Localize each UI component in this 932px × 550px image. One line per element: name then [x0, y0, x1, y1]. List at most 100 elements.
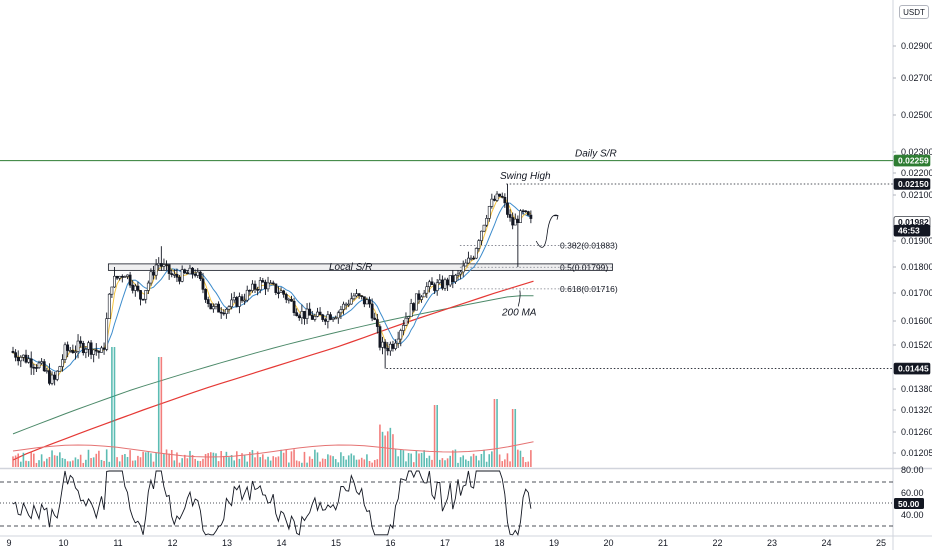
candle-body: [336, 312, 340, 319]
volume-bar: [77, 459, 79, 467]
candle-body: [185, 272, 189, 275]
volume-bar: [498, 454, 501, 467]
candle-body: [154, 264, 158, 276]
volume-bar: [269, 460, 272, 467]
candle-body: [305, 308, 309, 319]
volume-bar: [150, 453, 152, 467]
candle-body: [40, 361, 44, 364]
volume-bar: [53, 455, 56, 467]
candle-body: [45, 370, 49, 372]
currency-label[interactable]: USDT: [899, 5, 929, 19]
volume-bar: [506, 453, 509, 467]
time-tick-label: 21: [658, 538, 668, 548]
candle-body: [394, 342, 397, 349]
candle-body: [175, 274, 179, 278]
volume-bar: [314, 449, 316, 467]
volume-bar: [472, 453, 475, 467]
candle-body: [102, 347, 106, 350]
volume-bar: [43, 461, 46, 467]
candle-body: [48, 370, 51, 384]
volume-bar: [282, 452, 285, 467]
candle-body: [191, 267, 194, 275]
candle-body: [440, 279, 444, 289]
volume-bar: [459, 457, 462, 467]
volume-bar: [259, 457, 262, 467]
volume-bar: [519, 450, 522, 467]
volume-bar: [173, 460, 176, 467]
time-tick-label: 18: [494, 538, 504, 548]
volume-bar: [137, 455, 139, 467]
volume-bar: [483, 449, 485, 467]
candle-body: [487, 206, 491, 219]
volume-bar: [178, 462, 181, 467]
candle-body: [407, 316, 410, 319]
time-tick-label: 9: [6, 538, 11, 548]
volume-bar: [522, 456, 524, 467]
candle-body: [378, 326, 382, 348]
price-tick-label: 0.01380: [901, 384, 932, 394]
volume-bar: [129, 450, 131, 467]
candle-body: [506, 202, 509, 215]
candle-body: [459, 271, 463, 275]
candle-body: [529, 214, 533, 219]
volume-bar: [155, 452, 157, 467]
volume-bar: [157, 357, 160, 467]
volume-bar: [152, 461, 155, 467]
candle-body: [456, 273, 460, 276]
price-tick-label: 0.01700: [901, 288, 932, 298]
volume-bar: [275, 457, 277, 467]
volume-bar: [480, 453, 483, 467]
rsi-tick-label: 40.00: [901, 510, 924, 520]
candle-body: [370, 303, 374, 319]
price-badge: [893, 154, 931, 167]
candle-body: [412, 303, 416, 311]
rsi-tick-label: 80.00: [901, 465, 924, 475]
candle-body: [524, 210, 528, 213]
volume-bar: [144, 452, 147, 467]
daily-sr-label: Daily S/R: [575, 149, 617, 160]
volume-bar: [249, 452, 251, 467]
candle-body: [224, 308, 228, 315]
volume-bar: [360, 457, 363, 467]
volume-bar: [272, 456, 275, 467]
volume-bar: [100, 459, 103, 467]
candle-body: [27, 358, 31, 363]
volume-bar: [381, 431, 384, 467]
candle-body: [269, 282, 273, 285]
time-tick-label: 16: [385, 538, 395, 548]
volume-bar: [220, 451, 222, 467]
volume-bar: [251, 450, 254, 467]
candle-body: [388, 343, 392, 352]
candle-body: [87, 342, 90, 350]
candle-body: [500, 195, 504, 198]
candle-body: [381, 341, 384, 348]
candle-body: [310, 314, 314, 320]
candle-body: [355, 293, 358, 297]
volume-bar: [64, 458, 66, 467]
candle-body: [74, 351, 77, 354]
volume-bar: [407, 453, 410, 467]
volume-bar: [176, 452, 178, 467]
volume-bar: [465, 459, 467, 467]
candle-body: [238, 296, 241, 307]
volume-bar: [194, 458, 196, 467]
volume-bar: [298, 461, 301, 467]
candle-body: [284, 294, 288, 300]
candle-body: [162, 264, 166, 267]
volume-bar: [238, 458, 241, 467]
candle-body: [401, 325, 405, 331]
volume-bar: [181, 458, 183, 467]
candle-body: [271, 282, 275, 285]
volume-bar: [267, 456, 269, 467]
rsi-badge: [894, 498, 924, 509]
candle-body: [454, 274, 457, 283]
candle-body: [243, 299, 247, 302]
volume-bar: [295, 460, 298, 467]
volume-bar: [327, 454, 329, 467]
candle-body: [420, 296, 423, 300]
candle-body: [396, 338, 400, 344]
candle-body: [84, 348, 88, 354]
candle-body: [467, 257, 470, 264]
volume-bar: [517, 449, 519, 467]
